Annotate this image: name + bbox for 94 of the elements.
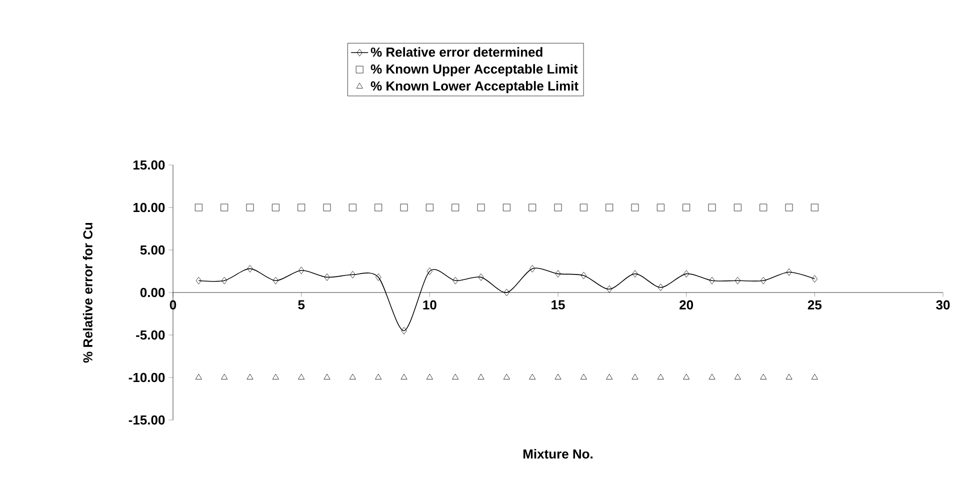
point — [812, 275, 818, 283]
point — [530, 265, 536, 272]
point — [683, 374, 690, 380]
point — [529, 374, 536, 380]
y-tick-label: 15.00 — [133, 160, 165, 170]
point — [400, 204, 408, 212]
y-tick-label: -15.00 — [128, 415, 165, 425]
point — [760, 276, 766, 284]
point — [632, 374, 638, 380]
point — [658, 284, 664, 292]
legend-label: % Known Lower Acceptable Limit — [370, 81, 578, 94]
x-tick-label: 10 — [423, 300, 436, 310]
point — [272, 374, 279, 380]
point — [247, 265, 253, 272]
point — [222, 276, 228, 284]
point — [272, 204, 280, 212]
point — [196, 276, 202, 284]
legend-label: % Relative error determined — [370, 47, 542, 57]
point — [348, 204, 356, 212]
point — [684, 270, 690, 278]
point — [246, 374, 254, 380]
point — [734, 204, 742, 212]
point — [220, 204, 228, 212]
point — [400, 374, 408, 380]
y-tick-label: -10.00 — [128, 372, 165, 382]
point — [606, 374, 613, 380]
x-tick-label: 30 — [936, 300, 950, 310]
x-axis-title: Mixture No. — [523, 449, 592, 459]
point — [528, 204, 536, 212]
point — [221, 374, 228, 380]
point — [272, 276, 278, 284]
point — [323, 204, 331, 212]
x-tick-label: 25 — [808, 300, 822, 310]
point — [426, 374, 433, 380]
point — [350, 270, 356, 278]
point — [606, 285, 612, 293]
point — [682, 204, 690, 212]
point — [324, 274, 330, 281]
y-tick-label: 0.00 — [140, 288, 165, 298]
point — [606, 204, 614, 212]
point — [503, 374, 510, 380]
x-tick-label: 15 — [552, 300, 565, 310]
point — [657, 374, 664, 380]
point — [478, 374, 484, 380]
point — [709, 276, 715, 284]
point — [760, 374, 767, 380]
point — [760, 204, 768, 212]
point — [504, 288, 510, 296]
legend-label: % Known Upper Acceptable Limit — [370, 64, 578, 76]
point — [375, 374, 382, 380]
x-tick-label: 20 — [680, 300, 694, 310]
point — [786, 268, 792, 276]
point — [452, 204, 460, 212]
point — [810, 204, 818, 212]
point — [580, 374, 587, 380]
point — [376, 274, 382, 281]
x-tick-label: 0 — [170, 300, 176, 310]
point — [708, 374, 716, 380]
point — [452, 374, 459, 380]
point — [374, 204, 382, 212]
point — [298, 374, 305, 380]
point — [580, 204, 588, 212]
point — [734, 276, 740, 284]
point — [631, 204, 639, 212]
point — [656, 204, 664, 212]
y-tick-label: 5.00 — [140, 245, 165, 255]
point — [194, 204, 202, 212]
point — [785, 204, 793, 212]
point — [426, 268, 432, 275]
point — [502, 204, 510, 212]
point — [477, 204, 485, 212]
point — [478, 274, 484, 281]
point — [580, 272, 586, 280]
y-tick-label: -5.00 — [136, 330, 165, 340]
point — [811, 374, 818, 380]
point — [426, 204, 434, 212]
point — [632, 270, 638, 278]
point — [555, 270, 561, 278]
point — [708, 204, 716, 212]
point — [246, 204, 254, 212]
point — [324, 374, 330, 380]
point — [554, 374, 562, 380]
point — [349, 374, 356, 380]
point — [786, 374, 792, 380]
x-tick-label: 5 — [298, 300, 305, 310]
point — [554, 204, 562, 212]
y-axis-title: % Relative error for Cu — [82, 222, 92, 363]
y-tick-label: 10.00 — [133, 202, 165, 212]
point — [452, 276, 458, 284]
point — [401, 327, 407, 334]
point — [298, 204, 306, 212]
point — [298, 266, 304, 274]
point — [734, 374, 741, 380]
point — [195, 374, 202, 380]
